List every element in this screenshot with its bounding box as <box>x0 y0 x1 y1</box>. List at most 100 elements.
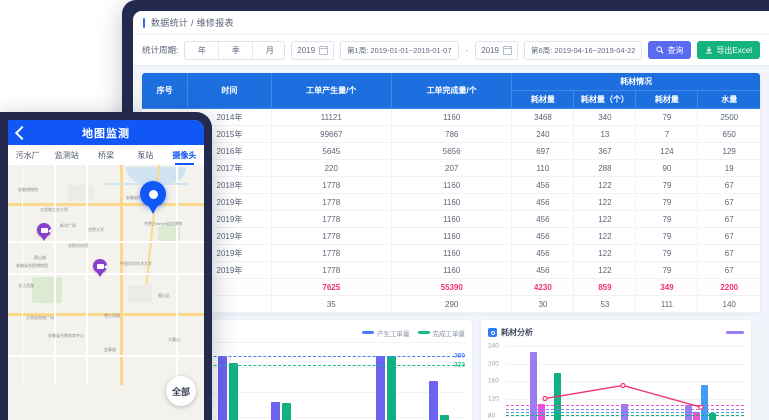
table-cell: 67 <box>697 244 760 262</box>
pin-tail <box>96 271 104 277</box>
table-cell: 1778 <box>271 244 392 262</box>
camera-marker[interactable] <box>37 223 51 241</box>
table-row: 52018年177811604561227967 <box>142 176 760 194</box>
table-row: 42017年2202071102889019 <box>142 159 760 177</box>
year-start-value: 2019 <box>297 45 316 55</box>
reference-line-label-1: 323 <box>454 361 465 369</box>
table-total-row: 合计76255539042308593492200 <box>142 278 760 296</box>
period-option-1[interactable]: 季 <box>219 41 254 59</box>
year-end-value: 2019 <box>481 45 499 55</box>
search-icon <box>656 46 665 54</box>
right-chart-legend[interactable] <box>726 331 744 334</box>
mobile-tab-bar[interactable]: 污水厂 监测站 桥梁 泵站 摄像头 <box>8 145 204 166</box>
left-chart-plot: 360 323 <box>149 342 465 420</box>
selected-location-marker[interactable] <box>140 181 166 207</box>
table-cell: 5645 <box>271 142 392 160</box>
table-cell: 1778 <box>271 227 392 245</box>
map-label-7: 安徽省合肥博物馆 <box>16 263 48 268</box>
left-chart-legend[interactable]: 产生工单量 完成工单量 <box>362 328 465 338</box>
year-start-select[interactable]: 2019 <box>291 40 335 60</box>
back-arrow-icon[interactable] <box>14 125 30 140</box>
gridline <box>506 346 744 348</box>
gear-icon <box>488 328 497 337</box>
map-road <box>8 241 204 243</box>
gridline <box>149 342 465 343</box>
legend-swatch <box>417 331 430 334</box>
table-cell: 35 <box>271 295 392 313</box>
table-cell: 67 <box>697 210 760 228</box>
bar-0-1 <box>218 356 227 420</box>
table-cell: 456 <box>511 261 575 279</box>
left-chart-header: 产生工单量 完成工单量 <box>149 326 465 339</box>
mobile-tab-4[interactable]: 摄像头 <box>165 145 204 165</box>
gridline <box>149 367 465 368</box>
reference-line-0 <box>149 356 465 358</box>
table-cell: 79 <box>635 210 699 228</box>
table-cell: 240 <box>511 125 575 143</box>
table-cell: 79 <box>635 176 699 194</box>
material-analysis-chart-card: 耗材分析 4080120160200240 <box>481 320 751 420</box>
table-cell: 456 <box>511 227 575 245</box>
mobile-tab-2[interactable]: 桥梁 <box>98 150 114 160</box>
map-park-area <box>158 225 180 243</box>
year-end-select[interactable]: 2019 <box>475 40 518 60</box>
table-cell: 67 <box>697 261 760 279</box>
mobile-tab-0[interactable]: 污水厂 <box>15 150 40 160</box>
selected-location-pointer <box>148 205 158 214</box>
legend-label: 完成工单量 <box>432 330 466 338</box>
map-road <box>176 165 178 385</box>
week-start-select[interactable]: 第1周: 2019-01-01~2019-01-07 <box>340 40 459 60</box>
y-axis-tick-2: 120 <box>488 395 499 403</box>
y-axis-tick-3: 160 <box>488 377 499 385</box>
show-all-button[interactable]: 全部 <box>166 376 196 406</box>
week-end-select[interactable]: 第6周: 2019-04-16~2019-04-22 <box>523 40 643 60</box>
table-cell: 1160 <box>391 244 513 262</box>
mobile-tab-3[interactable]: 泵站 <box>137 150 154 160</box>
legend-swatch <box>362 331 374 334</box>
period-option-2[interactable]: 月 <box>253 42 284 59</box>
table-cell: 5656 <box>391 142 513 160</box>
bar-3-2 <box>708 413 716 420</box>
map-park-area <box>32 277 62 303</box>
breadcrumb-accent-bar <box>143 17 145 28</box>
period-option-0[interactable]: 年 <box>185 41 220 59</box>
table-cell: 124 <box>635 142 699 160</box>
table-cell: 4230 <box>511 278 575 296</box>
table-cell: 122 <box>573 244 637 262</box>
table-row: 62019年177811604561227967 <box>142 193 760 211</box>
column-group-header: 耗材情况 <box>511 73 760 91</box>
table-average-row: 平均值352903053111140 <box>142 295 760 313</box>
legend-swatch <box>726 331 744 334</box>
legend-item-1[interactable]: 完成工单量 <box>417 328 466 338</box>
mobile-tab-1[interactable]: 监测站 <box>54 150 79 160</box>
bar-group-1 <box>585 404 664 420</box>
right-chart-header: 耗材分析 <box>488 326 744 339</box>
table-cell: 2200 <box>697 278 760 296</box>
legend-item-0[interactable]: 产生工单量 <box>362 328 410 338</box>
column-subheader-0: 耗材量 <box>511 90 575 109</box>
column-subheader-2: 耗材量 <box>635 90 699 109</box>
table-cell: 79 <box>635 244 699 262</box>
table-cell: 456 <box>511 176 575 194</box>
breadcrumb-bar: 数据统计 / 维修报表 <box>133 11 769 35</box>
map-view[interactable]: 安徽省科技大学合肥大学五里墩立交公桥中国科学技术大学合肥科技馆新学广场安徽博物院… <box>8 165 204 420</box>
table-cell: 30 <box>511 295 575 313</box>
period-segmented-control[interactable]: 年季月周日 <box>184 40 286 60</box>
bar-1-0 <box>538 404 546 420</box>
table-cell: 122 <box>573 193 637 211</box>
bar-0-0 <box>530 352 538 420</box>
camera-icon <box>93 259 107 273</box>
search-button[interactable]: 查询 <box>648 41 692 59</box>
map-label-6: 安徽博物院 <box>18 187 38 192</box>
gridline <box>506 381 744 383</box>
camera-marker[interactable] <box>93 259 107 277</box>
bar-1-2 <box>281 402 291 420</box>
right-chart-title: 耗材分析 <box>488 327 533 338</box>
table-body: 12014年111211160346834079250022015年996677… <box>142 108 760 313</box>
table-row: 102019年177811604561227967 <box>142 261 760 279</box>
export-excel-button[interactable]: 导出Excel <box>697 41 760 59</box>
